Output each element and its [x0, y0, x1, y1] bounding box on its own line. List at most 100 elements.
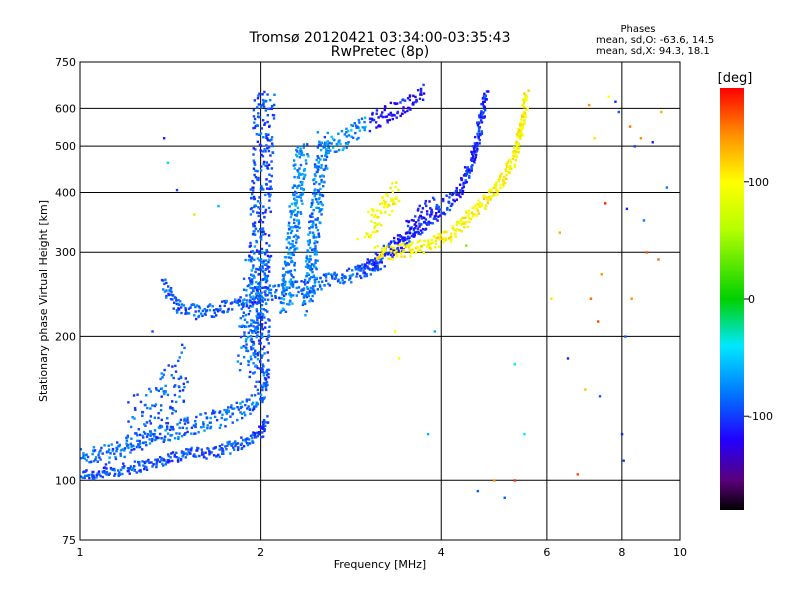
- data-point: [287, 227, 291, 231]
- data-point: [320, 166, 323, 169]
- data-point: [252, 126, 255, 130]
- data-point: [477, 126, 481, 129]
- data-point: [430, 208, 433, 212]
- data-point: [345, 269, 349, 272]
- data-point: [88, 476, 91, 480]
- data-point: [380, 258, 383, 261]
- data-point: [175, 451, 178, 455]
- data-point: [216, 308, 219, 311]
- data-point: [505, 177, 508, 181]
- data-point: [414, 215, 417, 218]
- data-point: [316, 288, 319, 291]
- data-point: [309, 286, 313, 290]
- data-point: [495, 181, 498, 184]
- data-point: [291, 239, 294, 243]
- data-point: [408, 240, 411, 243]
- data-point: [270, 136, 274, 139]
- data-point: [91, 477, 94, 481]
- data-point: [483, 194, 486, 198]
- data-point: [264, 321, 267, 325]
- data-point: [323, 284, 326, 287]
- data-point: [520, 124, 523, 128]
- data-point: [398, 238, 402, 242]
- data-point: [420, 217, 424, 220]
- data-point: [264, 268, 267, 272]
- data-point: [266, 298, 270, 301]
- data-point: [454, 232, 457, 236]
- data-point: [598, 395, 602, 398]
- data-point: [262, 364, 265, 368]
- data-point: [316, 218, 319, 222]
- data-point: [184, 452, 187, 455]
- data-point: [251, 210, 255, 213]
- data-point: [306, 280, 310, 284]
- data-point: [167, 454, 170, 458]
- data-point: [451, 203, 454, 206]
- data-point: [163, 437, 166, 440]
- data-point: [405, 219, 408, 223]
- data-point: [324, 147, 328, 151]
- data-point: [437, 205, 441, 209]
- data-point: [295, 153, 298, 157]
- data-point: [220, 300, 224, 303]
- data-point: [358, 121, 361, 124]
- data-point: [396, 242, 400, 245]
- data-point: [620, 432, 624, 436]
- data-point: [297, 290, 300, 294]
- data-point: [391, 190, 395, 194]
- data-point: [309, 220, 312, 223]
- data-point: [449, 204, 453, 207]
- data-point: [363, 271, 367, 274]
- data-point: [163, 290, 167, 293]
- data-point: [153, 416, 157, 419]
- data-point: [227, 307, 230, 311]
- data-point: [282, 267, 285, 270]
- data-point: [319, 148, 323, 152]
- data-point: [145, 466, 148, 469]
- data-point: [125, 442, 128, 445]
- data-point: [130, 448, 133, 452]
- data-point: [212, 411, 216, 415]
- data-point: [258, 314, 262, 318]
- data-point: [212, 454, 216, 457]
- data-point: [265, 276, 269, 280]
- data-point: [250, 340, 254, 343]
- data-point: [151, 465, 154, 468]
- data-point: [442, 237, 445, 240]
- data-point: [493, 194, 496, 197]
- data-point: [405, 241, 409, 245]
- data-point: [289, 210, 292, 213]
- data-point: [437, 208, 440, 211]
- data-point: [180, 450, 184, 453]
- data-point: [105, 470, 109, 474]
- data-point: [435, 236, 438, 240]
- data-point: [414, 95, 417, 99]
- data-point: [182, 451, 185, 454]
- data-point: [243, 318, 247, 322]
- data-point: [158, 455, 162, 459]
- data-point: [208, 453, 211, 456]
- data-point: [267, 125, 271, 128]
- data-point: [237, 446, 240, 449]
- data-point: [288, 205, 291, 208]
- data-point: [304, 302, 307, 306]
- data-point: [391, 202, 395, 206]
- data-point: [261, 431, 264, 434]
- data-point: [467, 216, 471, 220]
- data-point: [260, 303, 264, 307]
- data-point: [211, 305, 214, 308]
- data-point: [286, 303, 289, 306]
- data-point: [436, 205, 439, 208]
- y-tick-label: 200: [55, 330, 76, 343]
- data-point: [216, 309, 220, 313]
- data-point: [515, 155, 519, 159]
- data-point: [119, 452, 122, 455]
- data-point: [263, 298, 267, 301]
- data-point: [363, 267, 367, 270]
- data-point: [253, 204, 256, 207]
- data-point: [283, 273, 286, 276]
- data-point: [237, 298, 240, 302]
- data-point: [389, 186, 392, 190]
- data-point: [166, 393, 170, 397]
- data-point: [261, 335, 264, 339]
